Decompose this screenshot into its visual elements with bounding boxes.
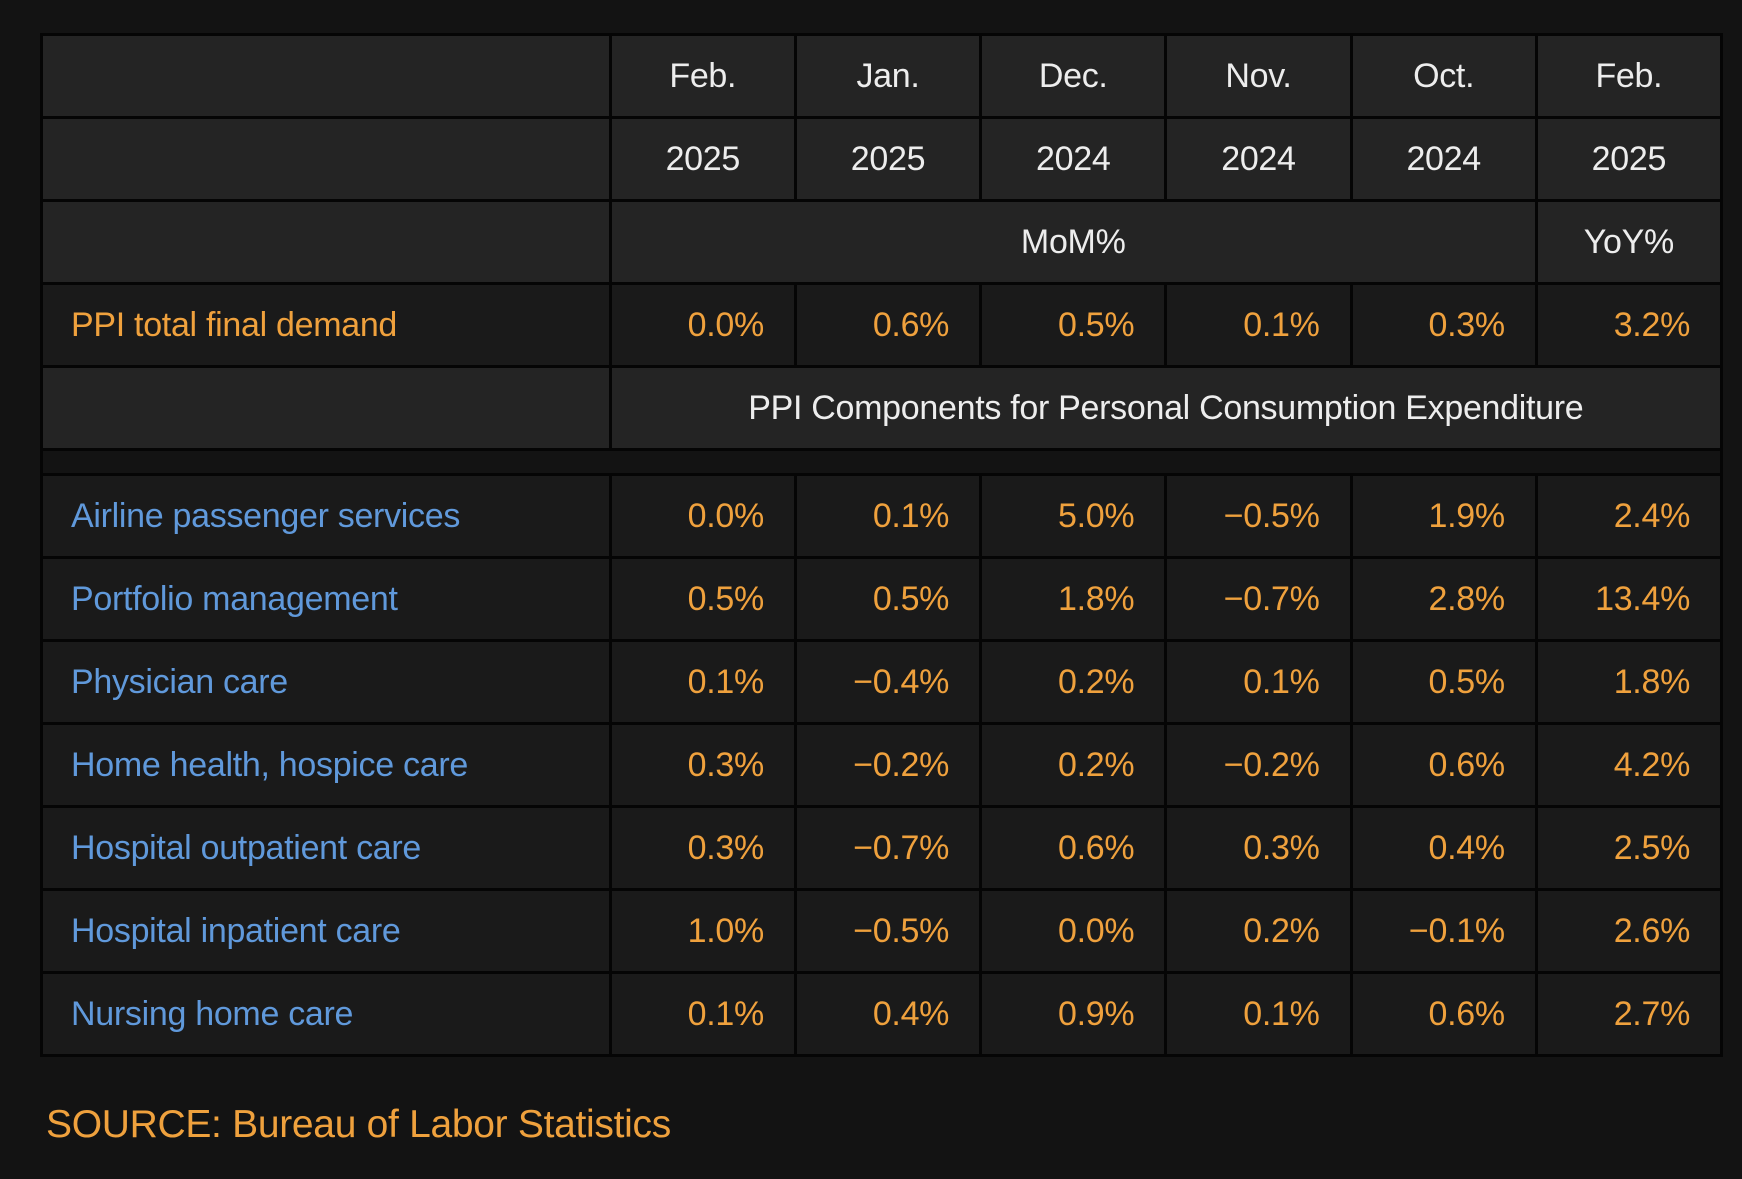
- value-cell: 3.2%: [1537, 285, 1720, 365]
- month-header: Feb.: [1537, 36, 1720, 116]
- year-header: 2024: [1167, 119, 1350, 199]
- table-row-physician: Physician care 0.1% −0.4% 0.2% 0.1% 0.5%…: [43, 642, 1720, 722]
- value-cell: 0.1%: [1167, 974, 1350, 1054]
- measure-header-row: MoM% YoY%: [43, 202, 1720, 282]
- month-header: Nov.: [1167, 36, 1350, 116]
- value-cell: −0.1%: [1352, 891, 1535, 971]
- value-cell: 2.7%: [1537, 974, 1720, 1054]
- value-cell: 1.8%: [1537, 642, 1720, 722]
- value-cell: −0.5%: [796, 891, 980, 971]
- table-row-portfolio: Portfolio management 0.5% 0.5% 1.8% −0.7…: [43, 559, 1720, 639]
- value-cell: −0.7%: [1167, 559, 1350, 639]
- value-cell: 0.4%: [1352, 808, 1535, 888]
- value-cell: 0.3%: [1352, 285, 1535, 365]
- table-row-ppi-total: PPI total final demand 0.0% 0.6% 0.5% 0.…: [43, 285, 1720, 365]
- value-cell: 0.5%: [611, 559, 794, 639]
- corner-empty-cell: [43, 36, 609, 116]
- row-label: Portfolio management: [43, 559, 609, 639]
- month-header: Dec.: [982, 36, 1165, 116]
- section-header: PPI Components for Personal Consumption …: [611, 368, 1720, 448]
- mom-measure-header: MoM%: [611, 202, 1535, 282]
- value-cell: 0.0%: [611, 476, 794, 556]
- value-cell: 2.5%: [1537, 808, 1720, 888]
- value-cell: 0.2%: [982, 642, 1165, 722]
- value-cell: 0.1%: [796, 476, 980, 556]
- value-cell: 0.1%: [611, 974, 794, 1054]
- value-cell: 5.0%: [982, 476, 1165, 556]
- value-cell: 0.5%: [982, 285, 1165, 365]
- value-cell: 0.6%: [1352, 974, 1535, 1054]
- corner-empty-cell: [43, 368, 609, 448]
- value-cell: −0.2%: [1167, 725, 1350, 805]
- year-header: 2025: [796, 119, 980, 199]
- value-cell: 0.1%: [1167, 642, 1350, 722]
- row-label: Hospital outpatient care: [43, 808, 609, 888]
- row-label: PPI total final demand: [43, 285, 609, 365]
- value-cell: 0.2%: [1167, 891, 1350, 971]
- year-header: 2025: [611, 119, 794, 199]
- row-label: Hospital inpatient care: [43, 891, 609, 971]
- value-cell: 0.3%: [1167, 808, 1350, 888]
- yoy-measure-header: YoY%: [1537, 202, 1720, 282]
- value-cell: 0.1%: [611, 642, 794, 722]
- value-cell: 0.6%: [796, 285, 980, 365]
- value-cell: 1.8%: [982, 559, 1165, 639]
- value-cell: 0.3%: [611, 808, 794, 888]
- value-cell: 1.9%: [1352, 476, 1535, 556]
- value-cell: 0.4%: [796, 974, 980, 1054]
- value-cell: 0.5%: [796, 559, 980, 639]
- row-label: Physician care: [43, 642, 609, 722]
- month-header: Feb.: [611, 36, 794, 116]
- section-header-row: PPI Components for Personal Consumption …: [43, 368, 1720, 448]
- value-cell: 0.6%: [1352, 725, 1535, 805]
- value-cell: 2.6%: [1537, 891, 1720, 971]
- value-cell: 0.2%: [982, 725, 1165, 805]
- value-cell: −0.7%: [796, 808, 980, 888]
- value-cell: −0.2%: [796, 725, 980, 805]
- spacer-row: [43, 451, 1720, 473]
- corner-empty-cell: [43, 119, 609, 199]
- value-cell: 13.4%: [1537, 559, 1720, 639]
- value-cell: 2.4%: [1537, 476, 1720, 556]
- year-header: 2025: [1537, 119, 1720, 199]
- table-row-airline: Airline passenger services 0.0% 0.1% 5.0…: [43, 476, 1720, 556]
- corner-empty-cell: [43, 202, 609, 282]
- row-label: Airline passenger services: [43, 476, 609, 556]
- year-header: 2024: [982, 119, 1165, 199]
- row-label: Home health, hospice care: [43, 725, 609, 805]
- value-cell: −0.5%: [1167, 476, 1350, 556]
- value-cell: 0.9%: [982, 974, 1165, 1054]
- value-cell: 0.0%: [611, 285, 794, 365]
- table-row-hospital-inpatient: Hospital inpatient care 1.0% −0.5% 0.0% …: [43, 891, 1720, 971]
- month-header: Oct.: [1352, 36, 1535, 116]
- value-cell: 0.6%: [982, 808, 1165, 888]
- month-header-row: Feb. Jan. Dec. Nov. Oct. Feb.: [43, 36, 1720, 116]
- row-label: Nursing home care: [43, 974, 609, 1054]
- year-header-row: 2025 2025 2024 2024 2024 2025: [43, 119, 1720, 199]
- spacer-cell: [43, 451, 1720, 473]
- value-cell: 0.1%: [1167, 285, 1350, 365]
- year-header: 2024: [1352, 119, 1535, 199]
- value-cell: 0.5%: [1352, 642, 1535, 722]
- ppi-data-table: Feb. Jan. Dec. Nov. Oct. Feb. 2025 2025 …: [40, 33, 1723, 1057]
- source-attribution: SOURCE: Bureau of Labor Statistics: [46, 1103, 671, 1146]
- value-cell: −0.4%: [796, 642, 980, 722]
- value-cell: 0.3%: [611, 725, 794, 805]
- table-row-nursing-home: Nursing home care 0.1% 0.4% 0.9% 0.1% 0.…: [43, 974, 1720, 1054]
- table-row-home-health: Home health, hospice care 0.3% −0.2% 0.2…: [43, 725, 1720, 805]
- value-cell: 2.8%: [1352, 559, 1535, 639]
- month-header: Jan.: [796, 36, 980, 116]
- value-cell: 0.0%: [982, 891, 1165, 971]
- value-cell: 4.2%: [1537, 725, 1720, 805]
- table-row-hospital-outpatient: Hospital outpatient care 0.3% −0.7% 0.6%…: [43, 808, 1720, 888]
- value-cell: 1.0%: [611, 891, 794, 971]
